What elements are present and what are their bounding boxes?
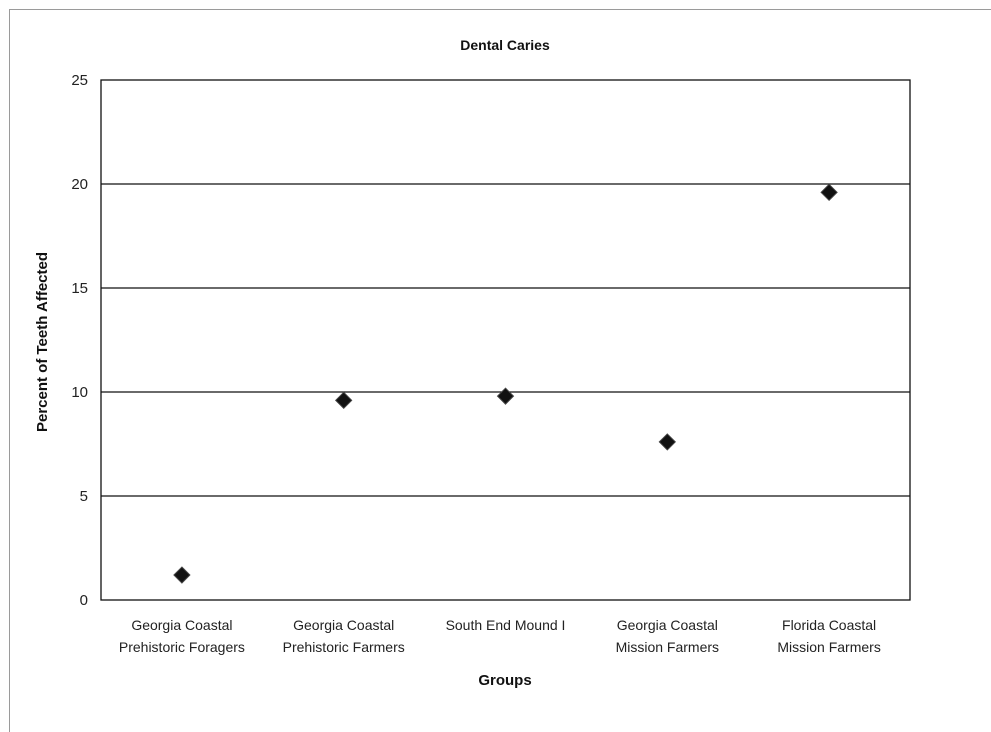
chart-frame [9, 9, 991, 732]
y-tick-label: 15 [71, 280, 88, 297]
data-point [173, 566, 191, 584]
data-point [820, 183, 838, 202]
x-category-label: South End Mound I [446, 617, 566, 633]
x-category-line: Mission Farmers [777, 639, 880, 655]
data-point [658, 433, 677, 451]
y-tick-label: 0 [80, 592, 88, 609]
x-category-label: Georgia Coastal Prehistoric Foragers [119, 617, 245, 655]
x-category-line: Georgia Coastal [617, 617, 718, 633]
x-category-label: Georgia Coastal Mission Farmers [616, 617, 719, 655]
x-category-line: Georgia Coastal [131, 617, 232, 633]
y-tick-label: 20 [71, 176, 88, 193]
data-points [173, 183, 838, 584]
x-axis-categories: Georgia Coastal Prehistoric ForagersGeorg… [119, 617, 881, 655]
y-tick-label: 25 [71, 72, 88, 89]
x-category-line: South End Mound I [446, 617, 566, 633]
x-category-line: Georgia Coastal [293, 617, 394, 633]
x-category-line: Prehistoric Foragers [119, 639, 245, 655]
data-point [496, 387, 515, 405]
x-category-line: Prehistoric Farmers [283, 639, 405, 655]
x-category-label: Georgia Coastal Prehistoric Farmers [283, 617, 405, 655]
x-category-label: Florida Coastal Mission Farmers [777, 617, 880, 655]
y-tick-label: 10 [71, 384, 88, 401]
x-category-line: Mission Farmers [616, 639, 719, 655]
x-category-line: Florida Coastal [782, 617, 876, 633]
plot-area [100, 79, 911, 601]
gridlines [101, 183, 910, 497]
y-axis-ticks: 0 5 10 15 20 25 [71, 72, 88, 609]
chart-title: Dental Caries [460, 37, 550, 53]
y-tick-label: 5 [80, 488, 88, 505]
data-point [334, 391, 353, 410]
y-axis-title: Percent of Teeth Affected [34, 252, 51, 432]
x-axis-title: Groups [478, 672, 531, 689]
